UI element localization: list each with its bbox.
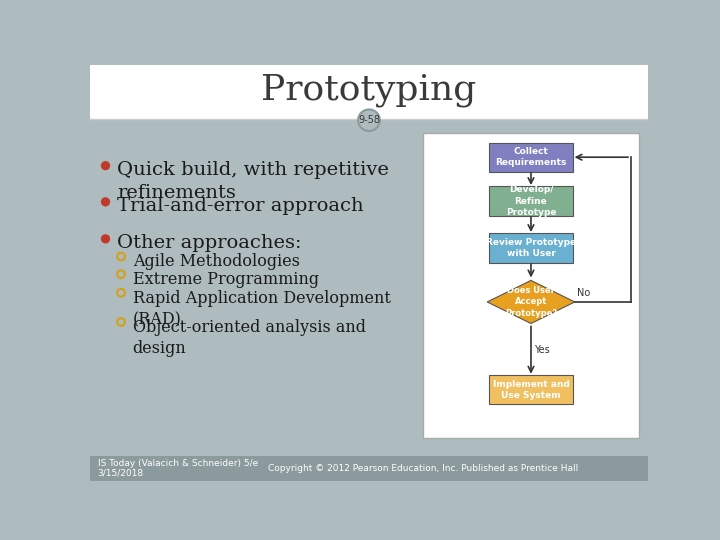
Text: Other approaches:: Other approaches: [117, 234, 302, 252]
Text: Review Prototype
with User: Review Prototype with User [486, 238, 576, 258]
FancyBboxPatch shape [489, 375, 573, 404]
Text: Copyright © 2012 Pearson Education, Inc. Published as Prentice Hall: Copyright © 2012 Pearson Education, Inc.… [269, 464, 578, 473]
Text: Implement and
Use System: Implement and Use System [492, 380, 570, 400]
Text: Rapid Application Development
(RAD): Rapid Application Development (RAD) [132, 289, 390, 328]
Text: Object-oriented analysis and
design: Object-oriented analysis and design [132, 319, 366, 357]
Text: No: No [577, 288, 590, 298]
Polygon shape [487, 280, 575, 323]
Text: Yes: Yes [534, 345, 550, 355]
FancyBboxPatch shape [90, 456, 648, 481]
Text: Prototyping: Prototyping [261, 73, 477, 107]
FancyBboxPatch shape [90, 65, 648, 119]
FancyBboxPatch shape [489, 233, 573, 262]
Text: Agile Methodologies: Agile Methodologies [132, 253, 300, 271]
Text: Does User
Accept
Prototype?: Does User Accept Prototype? [505, 286, 557, 318]
Text: Quick build, with repetitive
refinements: Quick build, with repetitive refinements [117, 161, 389, 202]
FancyBboxPatch shape [489, 186, 573, 215]
Circle shape [101, 161, 110, 170]
Text: Develop/
Refine
Prototype: Develop/ Refine Prototype [505, 186, 557, 217]
FancyBboxPatch shape [423, 132, 639, 438]
Text: Collect
Requirements: Collect Requirements [495, 147, 567, 167]
FancyBboxPatch shape [489, 143, 573, 172]
Circle shape [101, 197, 110, 206]
Text: IS Today (Valacich & Schneider) 5/e: IS Today (Valacich & Schneider) 5/e [98, 459, 258, 468]
Text: 3/15/2018: 3/15/2018 [98, 468, 144, 477]
Text: 9-58: 9-58 [358, 115, 380, 125]
Circle shape [101, 234, 110, 244]
Circle shape [358, 110, 380, 131]
Text: Trial-and-error approach: Trial-and-error approach [117, 197, 364, 215]
FancyBboxPatch shape [90, 120, 648, 456]
Text: Extreme Programming: Extreme Programming [132, 271, 319, 288]
